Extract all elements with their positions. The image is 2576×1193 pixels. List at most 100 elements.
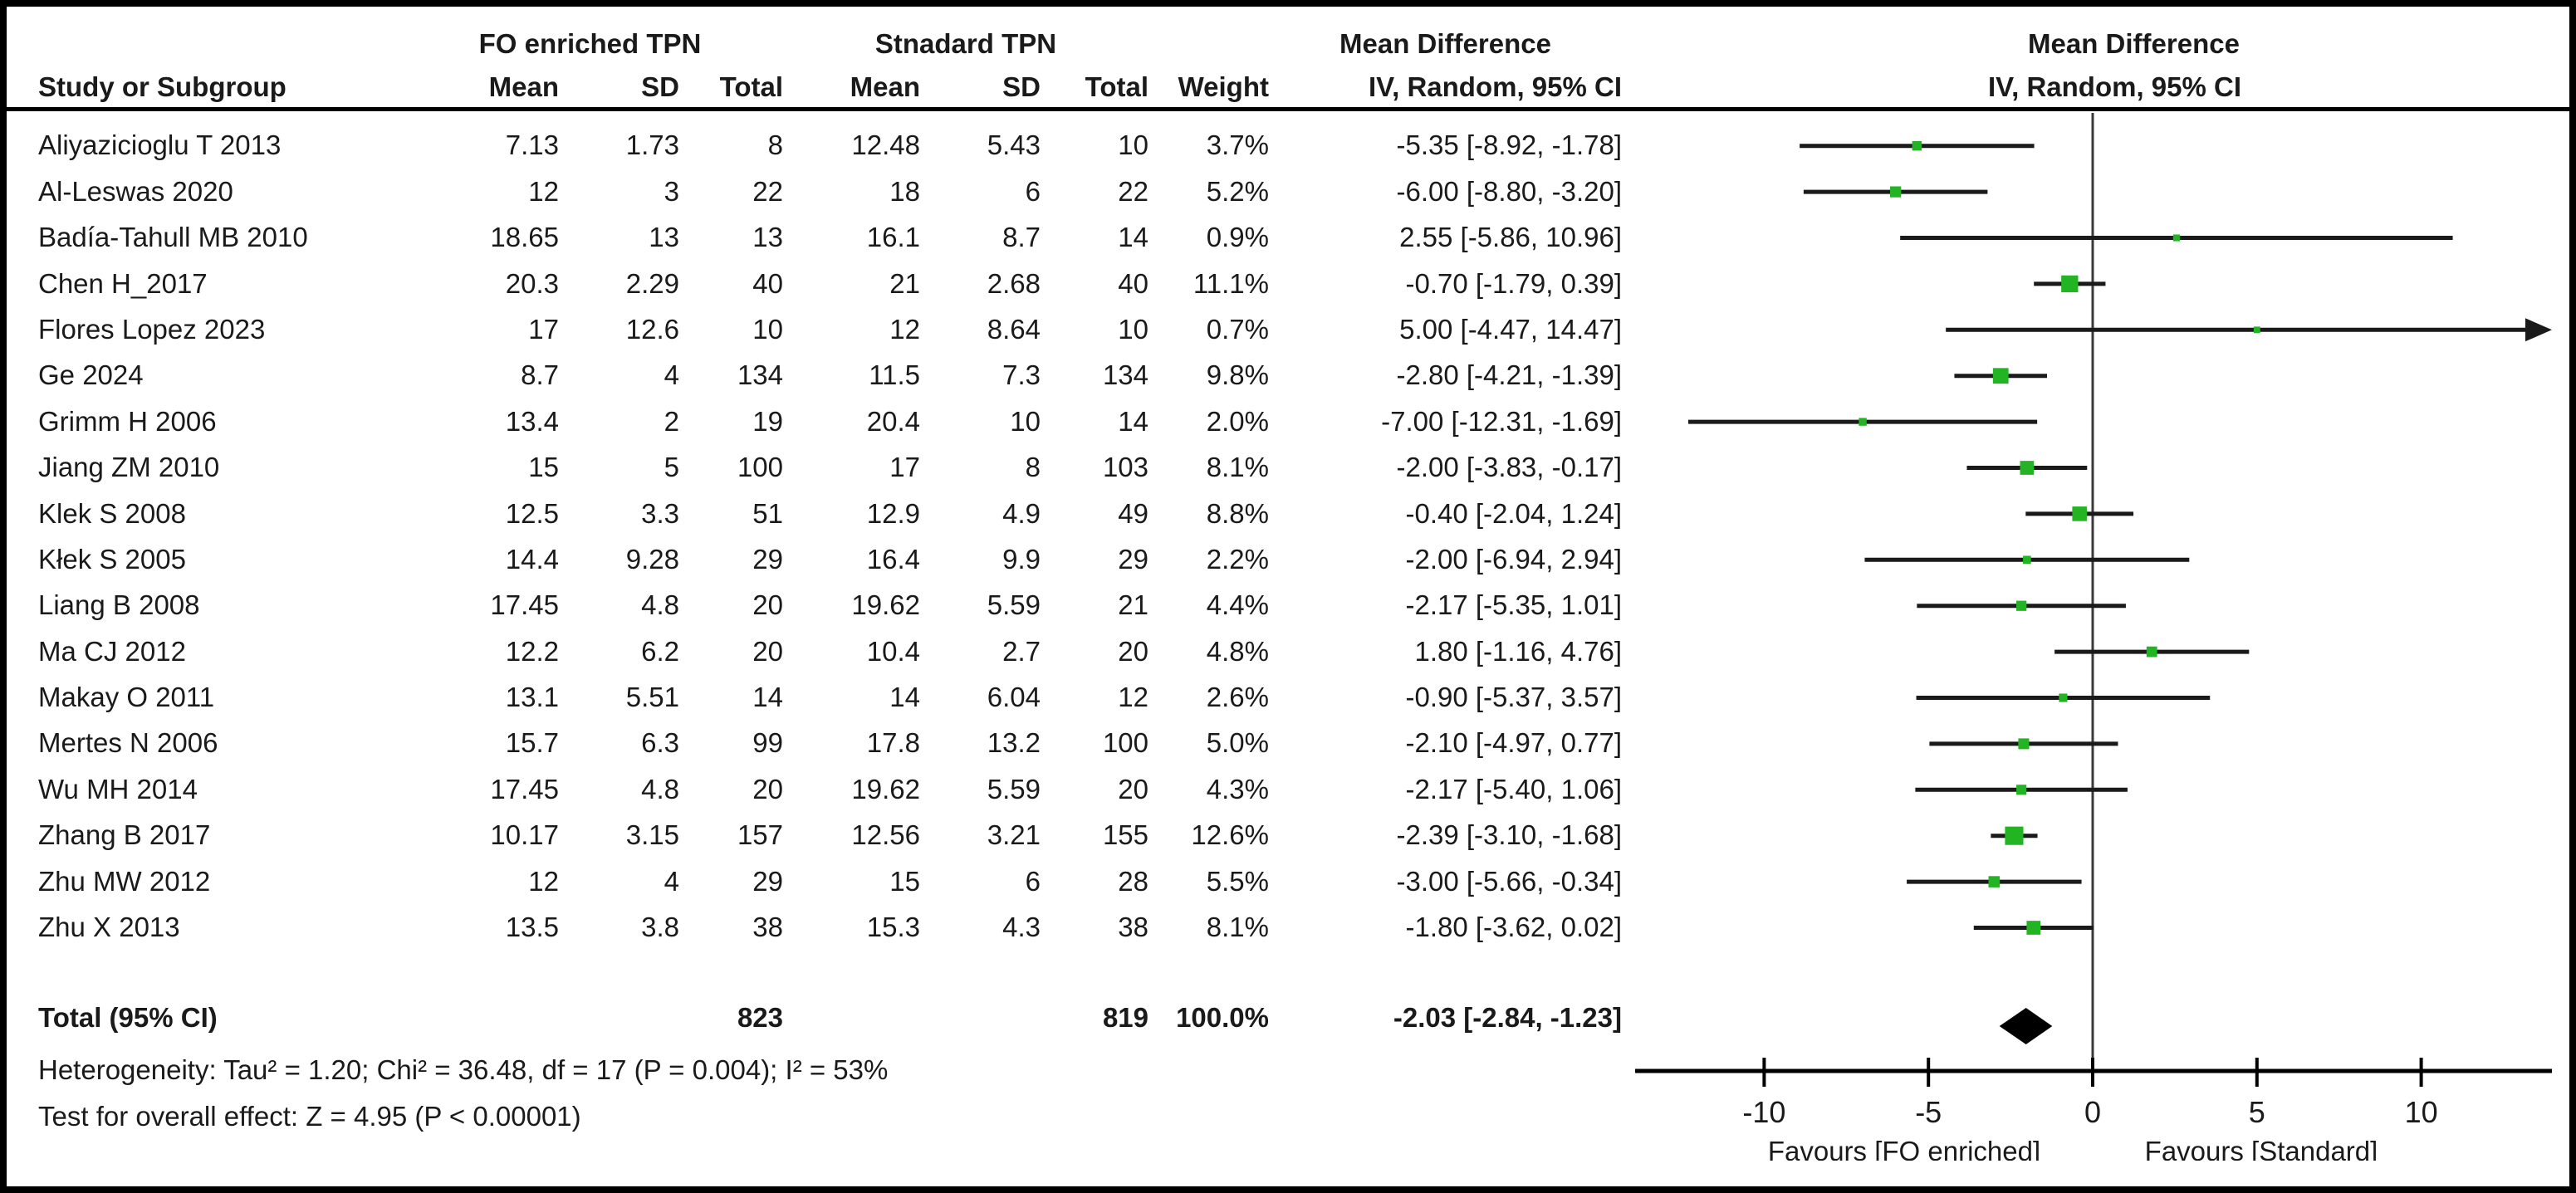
weight-cell: 0.7% — [1206, 313, 1269, 345]
sd2-cell: 4.9 — [1002, 497, 1041, 529]
weight-cell: 2.6% — [1206, 682, 1269, 713]
ci-text-cell: -2.00 [-3.83, -0.17] — [1396, 452, 1623, 483]
table-row: Liang B 2008 17.45 4.8 20 19.62 5.59 21 … — [7, 583, 2569, 628]
effect-marker — [1912, 140, 1922, 151]
study-label: Al-Leswas 2020 — [38, 175, 233, 207]
sd1-cell: 4 — [664, 359, 679, 391]
study-label: Flores Lopez 2023 — [38, 313, 266, 345]
sd1-cell: 2.29 — [625, 267, 679, 299]
weight-cell: 5.2% — [1206, 175, 1269, 207]
study-label: Mertes N 2006 — [38, 727, 218, 759]
sd2-cell: 5.59 — [987, 773, 1041, 804]
mean2-cell: 15 — [889, 865, 920, 897]
total-weight: 100.0% — [1176, 1002, 1269, 1033]
mean2-cell: 18 — [889, 175, 920, 207]
effect-marker — [1890, 186, 1902, 198]
total2-cell: 49 — [1118, 497, 1148, 529]
iv-random-header-left: IV, Random, 95% CI — [1368, 71, 1622, 102]
weight-cell: 4.3% — [1206, 773, 1269, 804]
table-row: Zhang B 2017 10.17 3.15 157 12.56 3.21 1… — [7, 813, 2569, 858]
weight-cell: 12.6% — [1191, 819, 1269, 851]
sd1-cell: 3.8 — [641, 912, 679, 943]
group1-header: FO enriched TPN — [478, 28, 702, 59]
weight-cell: 0.9% — [1206, 222, 1269, 253]
table-row: Zhu X 2013 13.5 3.8 38 15.3 4.3 38 8.1% … — [7, 905, 2569, 951]
total1-cell: 40 — [752, 267, 783, 299]
total-row: Total (95% CI) 823 819 100.0% -2.03 [-2.… — [7, 1002, 2569, 1033]
sd2-cell: 8.64 — [987, 313, 1041, 345]
sd1-cell: 5.51 — [625, 682, 679, 713]
mean1-cell: 17.45 — [490, 773, 559, 804]
table-row: Makay O 2011 13.1 5.51 14 14 6.04 12 2.6… — [7, 675, 2569, 721]
total2-cell: 100 — [1102, 727, 1148, 759]
ci-text-cell: -0.40 [-2.04, 1.24] — [1405, 497, 1622, 529]
sd1-cell: 4.8 — [641, 589, 679, 621]
weight-cell: 5.5% — [1206, 865, 1269, 897]
weight-cell: 8.1% — [1206, 452, 1269, 483]
total1-sum: 823 — [737, 1002, 783, 1033]
sd1-cell: 2 — [664, 405, 679, 437]
total2-cell: 10 — [1118, 130, 1148, 161]
total2-cell: 155 — [1102, 819, 1148, 851]
ci-text-cell: -0.70 [-1.79, 0.39] — [1405, 267, 1622, 299]
mean2-cell: 17 — [889, 452, 920, 483]
total1-cell: 20 — [752, 589, 783, 621]
sd2-cell: 3.21 — [987, 819, 1041, 851]
mean2-cell: 14 — [889, 682, 920, 713]
total1-cell: 20 — [752, 635, 783, 667]
sd2-cell: 8 — [1025, 452, 1041, 483]
table-row: Chen H_2017 20.3 2.29 40 21 2.68 40 11.1… — [7, 261, 2569, 306]
sd2-cell: 2.7 — [1002, 635, 1041, 667]
sd1-column-header: SD — [641, 71, 679, 102]
table-row: Jiang ZM 2010 15 5 100 17 8 103 8.1% -2.… — [7, 445, 2569, 491]
sd2-cell: 6 — [1025, 865, 1041, 897]
total2-sum: 819 — [1102, 1002, 1148, 1033]
total2-cell: 12 — [1118, 682, 1148, 713]
table-row: Klek S 2008 12.5 3.3 51 12.9 4.9 49 8.8%… — [7, 491, 2569, 536]
study-label: Kłek S 2005 — [38, 543, 186, 574]
study-label: Ma CJ 2012 — [38, 635, 186, 667]
sd1-cell: 4.8 — [641, 773, 679, 804]
total2-cell: 38 — [1118, 912, 1148, 943]
sd2-cell: 5.43 — [987, 130, 1041, 161]
total2-cell: 14 — [1118, 405, 1148, 437]
effect-marker — [2172, 234, 2180, 242]
mean1-cell: 12.2 — [505, 635, 559, 667]
total2-cell: 29 — [1118, 543, 1148, 574]
table-row: Al-Leswas 2020 12 3 22 18 6 22 5.2% -6.0… — [7, 169, 2569, 214]
total1-cell: 20 — [752, 773, 783, 804]
ci-text-cell: -7.00 [-12.31, -1.69] — [1381, 405, 1622, 437]
effect-marker — [2016, 600, 2027, 611]
x-axis-tick-label: -10 — [1742, 1095, 1785, 1129]
effect-marker — [2061, 275, 2079, 293]
total1-cell: 14 — [752, 682, 783, 713]
sd1-cell: 9.28 — [625, 543, 679, 574]
table-row: Zhu MW 2012 12 4 29 15 6 28 5.5% -3.00 [… — [7, 858, 2569, 904]
total-label: Total (95% CI) — [38, 1002, 218, 1033]
mean2-cell: 16.4 — [866, 543, 920, 574]
mean-difference-header-left: Mean Difference — [1339, 28, 1551, 59]
mean2-cell: 21 — [889, 267, 920, 299]
total1-cell: 157 — [737, 819, 783, 851]
sd2-column-header: SD — [1002, 71, 1041, 102]
weight-cell: 2.2% — [1206, 543, 1269, 574]
sd1-cell: 13 — [649, 222, 679, 253]
weight-column-header: Weight — [1178, 71, 1269, 102]
arrow-right-icon — [2525, 318, 2552, 342]
sd2-cell: 8.7 — [1002, 222, 1041, 253]
mean2-cell: 12.48 — [851, 130, 920, 161]
forest-plot-panel: -10 -5 0 5 10 Favours [FO enriched] Favours [S… — [1635, 113, 2552, 1161]
total2-cell: 10 — [1118, 313, 1148, 345]
effect-marker — [2072, 506, 2087, 521]
mean1-cell: 17.45 — [490, 589, 559, 621]
mean1-cell: 17 — [528, 313, 559, 345]
pooled-diamond — [1999, 1008, 2053, 1044]
mean1-cell: 18.65 — [490, 222, 559, 253]
total2-cell: 14 — [1118, 222, 1148, 253]
total1-cell: 8 — [767, 130, 783, 161]
mean1-cell: 15.7 — [505, 727, 559, 759]
study-label: Aliyazicioglu T 2013 — [38, 130, 282, 161]
mean1-cell: 13.1 — [505, 682, 559, 713]
effect-marker — [1992, 368, 2009, 384]
